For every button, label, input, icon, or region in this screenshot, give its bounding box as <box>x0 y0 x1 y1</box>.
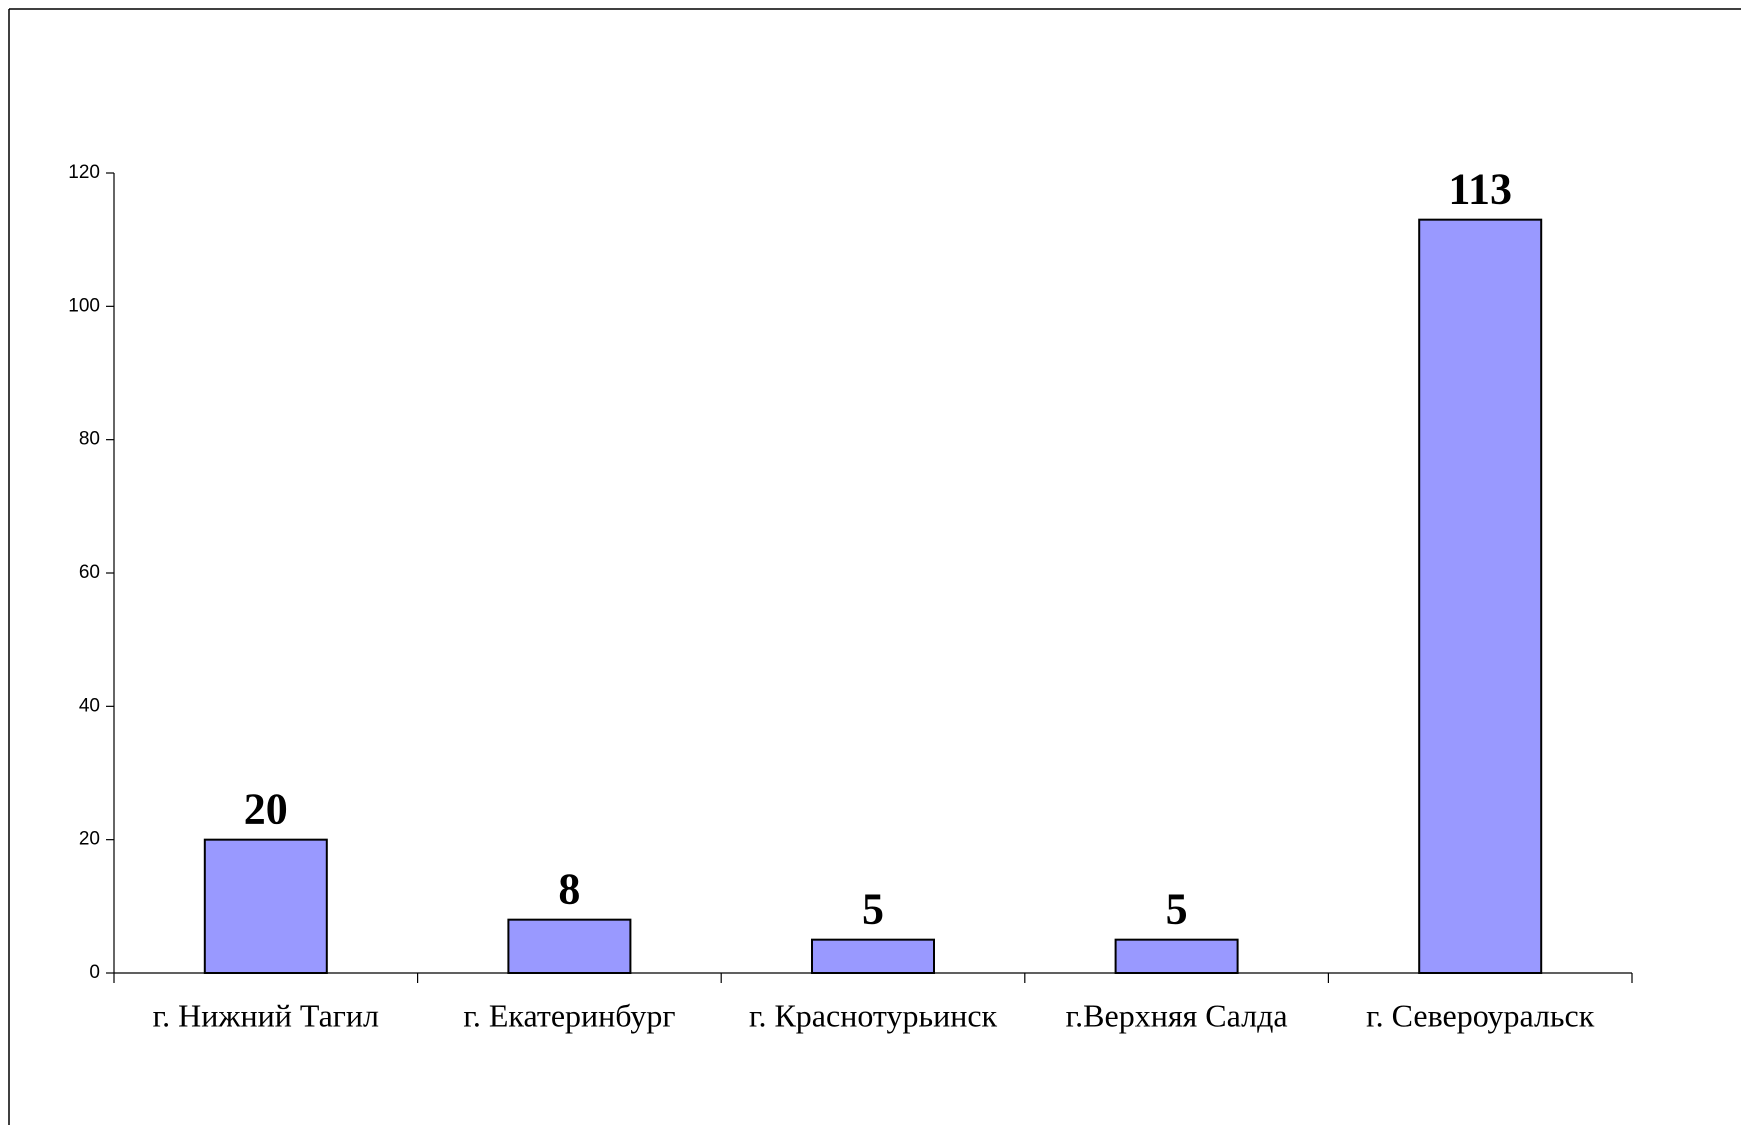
y-tick-label: 0 <box>89 962 100 983</box>
y-tick-label: 60 <box>79 562 100 583</box>
y-tick-label: 120 <box>68 162 100 183</box>
y-tick-label: 40 <box>79 695 100 716</box>
bar <box>811 938 935 975</box>
bar <box>203 838 328 975</box>
x-tick-label: г. Нижний Тагил <box>153 997 379 1033</box>
bar <box>1114 938 1239 975</box>
value-label: 113 <box>1448 165 1512 214</box>
x-tick-label: г. Североуральск <box>1366 997 1595 1033</box>
value-label: 5 <box>1166 885 1188 934</box>
y-tick-label: 20 <box>79 829 100 850</box>
value-label: 8 <box>558 865 580 914</box>
value-label: 5 <box>862 885 884 934</box>
x-tick-label: г. Краснотурьинск <box>749 997 998 1033</box>
bar <box>1418 218 1543 974</box>
bar <box>507 918 632 975</box>
x-tick-label: г. Екатеринбург <box>463 997 675 1033</box>
y-tick-label: 80 <box>79 429 100 450</box>
x-tick-label: г.Верхняя Салда <box>1066 997 1288 1033</box>
y-tick-label: 100 <box>68 295 100 316</box>
value-label: 20 <box>244 785 288 834</box>
